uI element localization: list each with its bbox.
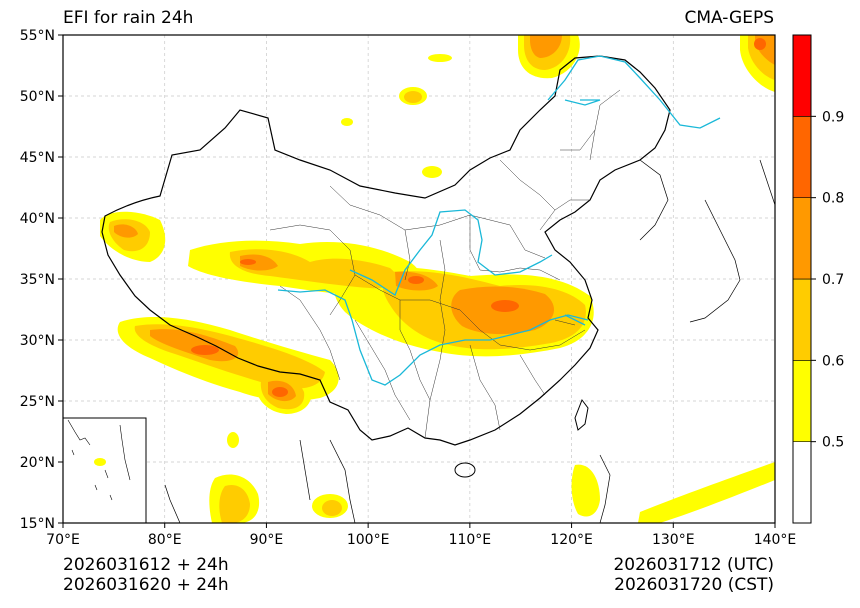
valid-time: 2026031712 (UTC) 2026031720 (CST) [613,555,774,595]
lon-tick-label: 140°E [754,532,797,548]
hainan-island [454,462,476,478]
efi-core-henan [408,276,424,284]
lon-tick-label: 110°E [449,532,492,548]
lat-tick-label: 40°N [20,211,55,227]
map-axes: 70°E 80°E 90°E 100°E 110°E 120°E 130°E 140°E 15°… [20,28,797,548]
colorbar-tick-label: 0.7 [822,272,844,288]
efi-spot-bangladesh [227,432,239,448]
lat-tick-label: 25°N [20,394,55,410]
efi-spot-gobi [422,166,442,178]
init-time-cst: 2026031620 + 24h [63,575,229,595]
taiwan-island [574,398,589,431]
valid-time-cst: 2026031720 (CST) [614,575,774,595]
lon-tick-label: 70°E [46,532,80,548]
yangtze-river [277,289,589,386]
colorbar-tick-label: 0.8 [822,191,844,207]
lat-tick-label: 30°N [20,333,55,349]
efi-area-taiwan-south [571,464,600,517]
model-name: CMA-GEPS [684,8,774,28]
lon-tick-label: 90°E [250,532,284,548]
efi-area-qinghai-3 [240,254,278,271]
province-boundaries [269,89,621,439]
map-title: EFI for rain 24h [63,8,194,28]
colorbar-segment [792,278,812,361]
colorbar-segment [792,360,812,442]
lon-tick-label: 100°E [347,532,390,548]
yellow-river [349,209,553,296]
nen-river [564,99,601,106]
colorbar-segment [792,197,812,280]
efi-area-qinghai-2 [229,249,397,289]
colorbar: 0.5 0.6 0.7 0.8 0.9 [792,34,844,524]
efi-area-xinjiang-3 [114,224,138,238]
inset-efi-spot [94,458,106,466]
efi-core-qinghai [240,259,256,265]
efi-spot-north2 [428,54,452,62]
colorbar-segment [792,116,812,198]
valid-time-utc: 2026031712 (UTC) [613,555,774,575]
colorbar-tick-label: 0.5 [822,435,844,451]
lon-tick-label: 130°E [652,532,695,548]
colorbar-segment [792,34,812,117]
efi-spot-mongolia-2 [404,91,422,103]
efi-spot-north [341,118,353,126]
init-time-utc: 2026031612 + 24h [63,555,229,575]
coastlines [164,159,775,523]
lon-tick-label: 120°E [550,532,593,548]
efi-core-myanmar [272,387,288,397]
lat-tick-label: 35°N [20,272,55,288]
china-border [101,55,671,446]
south-china-sea-inset [62,417,147,524]
efi-area-pacific [638,462,775,523]
lat-tick-label: 45°N [20,150,55,166]
efi-area-bay-bengal-2 [219,484,250,523]
colorbar-tick-label: 0.6 [822,353,844,369]
lat-tick-label: 15°N [20,516,55,532]
lat-tick-label: 50°N [20,89,55,105]
init-time: 2026031612 + 24h 2026031620 + 24h [63,555,229,595]
efi-area-northeast-3 [530,35,562,58]
efi-area-tibet-west-3 [150,329,239,362]
colorbar-tick-label: 0.9 [822,109,844,125]
lat-tick-label: 20°N [20,455,55,471]
lon-tick-label: 80°E [148,532,182,548]
efi-core-tibet [191,345,219,355]
colorbar-segment [792,441,812,524]
rivers [277,55,721,386]
efi-shading [100,35,775,523]
heilongjiang-river [547,55,721,129]
efi-spot-andaman-2 [322,500,342,516]
efi-core-central [491,300,519,312]
efi-core-kamchatka [754,38,766,50]
lat-tick-label: 55°N [20,28,55,44]
taihu-area [564,314,586,326]
